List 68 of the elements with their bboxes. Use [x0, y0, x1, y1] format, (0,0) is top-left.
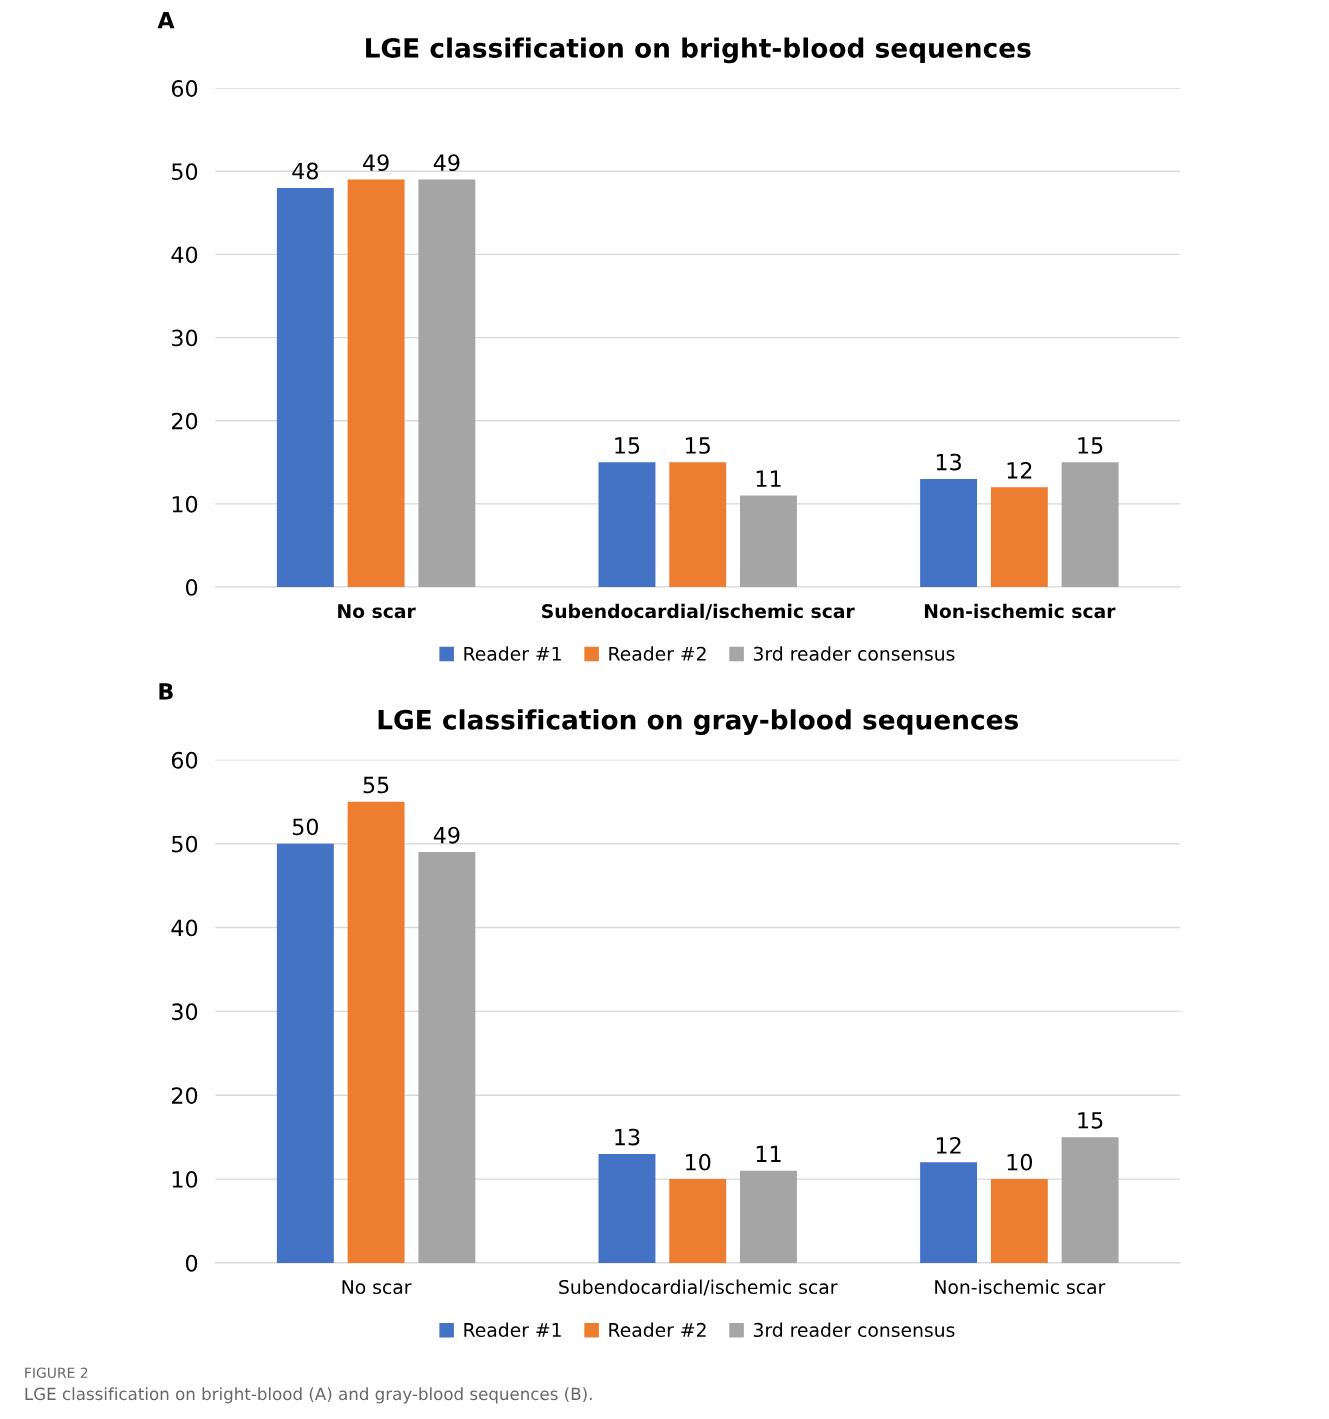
x-tick-label: No scar: [342, 1280, 412, 1295]
chart-title: LGE classification on bright-blood sequences: [366, 37, 1031, 64]
y-tick-label: 40: [171, 919, 198, 937]
bar: [669, 1179, 727, 1263]
text: LGE classification on bright-blood (A) and gray-blood sequences (B).: [25, 1387, 592, 1404]
data-label: 48: [292, 162, 318, 180]
data-label: 49: [433, 826, 460, 844]
caption: FIGURE 2: [25, 1367, 88, 1378]
y-tick-label: 10: [172, 495, 198, 513]
x-tick-label: Non-ischemic scar: [924, 603, 1116, 619]
y-tick-label: 60: [171, 751, 198, 769]
data-label: 10: [1007, 1153, 1033, 1171]
x-tick-label: No scar: [338, 604, 416, 619]
x-tick-label: Non-ischemic scar: [935, 1279, 1106, 1295]
data-label: 15: [1078, 437, 1103, 454]
y-tick-label: 30: [172, 1003, 198, 1021]
legend-label: Reader #1: [464, 1322, 561, 1338]
y-tick-label: 20: [171, 412, 198, 430]
legend-label: 3rd reader consensus: [753, 646, 955, 661]
bar: [920, 478, 978, 588]
data-label: 55: [363, 776, 389, 794]
y-tick-label: 50: [172, 835, 198, 853]
bar: [598, 1153, 656, 1263]
data-label: 13: [615, 1128, 640, 1146]
text: A: [157, 12, 175, 29]
chart-title: LGE classification on gray-blood sequences: [378, 709, 1018, 736]
data-label: 15: [1078, 1112, 1103, 1129]
bar: [347, 179, 405, 588]
data-label: 13: [936, 453, 961, 471]
x-tick-label: Subendocardial/ischemic scar: [542, 603, 855, 620]
y-tick-label: 0: [185, 1254, 198, 1272]
bar: [418, 852, 476, 1263]
x-tick-label: Subendocardial/ischemic scar: [559, 1279, 838, 1296]
y-tick-label: 0: [185, 578, 198, 596]
data-label: 12: [936, 1137, 961, 1154]
data-label: 49: [363, 154, 389, 172]
bar: [740, 1170, 797, 1263]
legend-label: Reader #1: [464, 646, 561, 661]
bar: [1061, 1137, 1119, 1263]
bar: [276, 187, 334, 588]
data-label: 50: [292, 818, 319, 836]
bar: [740, 495, 797, 588]
y-tick-label: 40: [171, 246, 198, 264]
bar: [276, 843, 334, 1263]
bar: [920, 1162, 978, 1263]
bar: [1061, 462, 1119, 588]
y-tick-label: 50: [172, 163, 198, 181]
data-label: 15: [615, 437, 640, 454]
y-tick-label: 30: [172, 329, 198, 347]
data-label: 10: [686, 1153, 711, 1171]
data-label: 15: [686, 437, 710, 454]
text: B: [159, 683, 173, 700]
data-label: 11: [756, 470, 781, 487]
y-tick-label: 10: [172, 1171, 198, 1188]
bar: [990, 1179, 1048, 1263]
data-label: 49: [433, 154, 460, 172]
data-label: 11: [756, 1145, 781, 1162]
bar: [347, 801, 405, 1263]
bar: [669, 462, 727, 588]
legend-label: Reader #2: [609, 646, 706, 661]
bar: [418, 179, 476, 588]
legend-label: 3rd reader consensus: [753, 1322, 955, 1338]
y-tick-label: 60: [171, 80, 198, 97]
bar: [990, 487, 1048, 588]
y-tick-label: 20: [171, 1087, 198, 1104]
legend-label: Reader #2: [609, 1322, 706, 1338]
bar: [598, 462, 656, 588]
data-label: 12: [1007, 461, 1032, 479]
